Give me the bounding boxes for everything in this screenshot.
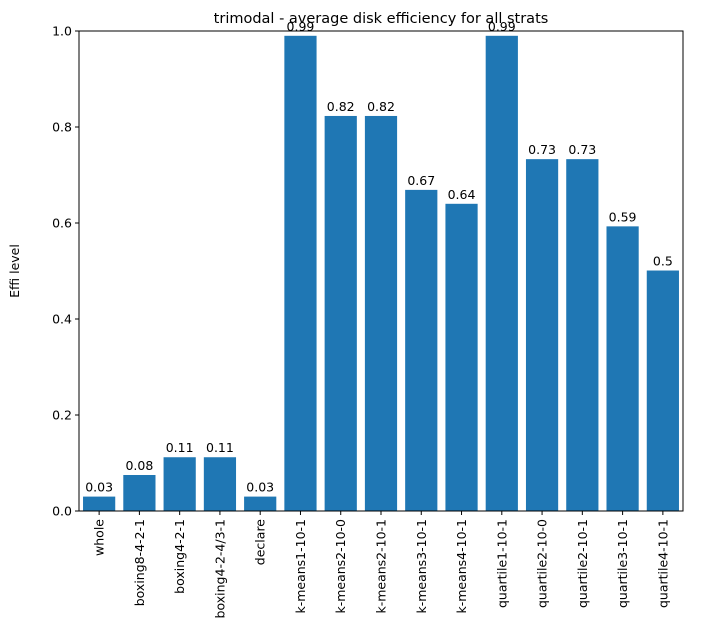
- x-tick-label: k-means1-10-1: [293, 519, 308, 614]
- bar-boxing4-2-1: [163, 457, 196, 511]
- x-tick-label: k-means4-10-1: [454, 519, 469, 614]
- y-tick-label: 0.8: [52, 120, 72, 135]
- data-label: 0.99: [287, 19, 315, 34]
- x-tick-label: quartile2-10-1: [575, 519, 590, 608]
- data-label: 0.82: [327, 99, 355, 114]
- data-label: 0.59: [609, 209, 637, 224]
- y-tick-label: 0.0: [52, 504, 72, 519]
- bar-k-means4-10-1: [445, 203, 478, 512]
- data-label: 0.99: [488, 19, 516, 34]
- data-label: 0.03: [246, 480, 274, 495]
- data-label: 0.11: [166, 440, 194, 455]
- bar-k-means3-10-1: [405, 189, 438, 511]
- x-tick-label: boxing8-4-2-1: [132, 519, 147, 606]
- data-label: 0.5: [653, 254, 673, 269]
- x-tick-label: quartile4-10-1: [655, 519, 670, 608]
- bar-quartile1-10-1: [485, 35, 518, 512]
- data-label: 0.73: [528, 142, 556, 157]
- data-label: 0.08: [125, 458, 153, 473]
- bar-k-means2-10-0: [324, 115, 357, 512]
- chart-title: trimodal - average disk efficiency for a…: [214, 11, 549, 27]
- y-tick-label: 0.4: [52, 312, 72, 327]
- bar-k-means1-10-1: [284, 35, 317, 512]
- data-label: 0.03: [85, 480, 113, 495]
- y-axis: 0.0 0.2 0.4 0.6 0.8 1.0: [52, 24, 79, 519]
- bar-quartile2-10-0: [525, 159, 559, 511]
- bar-boxing8-4-2-1: [123, 475, 156, 511]
- y-tick-label: 1.0: [52, 24, 72, 39]
- data-labels: 0.03 0.08 0.11 0.11 0.03 0.99 0.82 0.82 0.67 0.64…: [85, 19, 673, 495]
- data-label: 0.82: [367, 99, 395, 114]
- bars-group: [83, 35, 679, 512]
- bar-boxing4-2-4/3-1: [203, 457, 237, 511]
- x-tick-label: k-means2-10-1: [374, 519, 389, 614]
- x-tick-label: quartile3-10-1: [615, 519, 630, 608]
- data-label: 0.67: [407, 173, 435, 188]
- bar-declare: [244, 496, 277, 511]
- y-tick-label: 0.2: [52, 408, 72, 423]
- data-label: 0.73: [568, 142, 596, 157]
- x-tick-label: whole: [92, 519, 107, 556]
- y-axis-label: Effi level: [7, 244, 22, 298]
- bar-quartile3-10-1: [606, 226, 639, 512]
- x-tick-label: boxing4-2-1: [172, 519, 187, 594]
- x-tick-label: k-means2-10-0: [333, 519, 348, 614]
- bar-whole: [83, 496, 116, 511]
- plot-frame: [78, 30, 684, 512]
- x-tick-label: declare: [253, 519, 268, 565]
- x-tick-label: k-means3-10-1: [414, 519, 429, 614]
- x-tick-label: boxing4-2-4/3-1: [212, 519, 227, 618]
- bar-k-means2-10-1: [364, 115, 398, 512]
- x-tick-label: quartile2-10-0: [535, 519, 550, 608]
- x-axis: whole boxing8-4-2-1 boxing4-2-1 boxing4-2-4…: [92, 511, 670, 618]
- data-label: 0.64: [448, 187, 476, 202]
- x-tick-label: quartile1-10-1: [494, 519, 509, 608]
- bar-quartile4-10-1: [646, 270, 679, 511]
- y-tick-label: 0.6: [52, 216, 72, 231]
- bar-quartile2-10-1: [566, 159, 599, 511]
- data-label: 0.11: [206, 440, 234, 455]
